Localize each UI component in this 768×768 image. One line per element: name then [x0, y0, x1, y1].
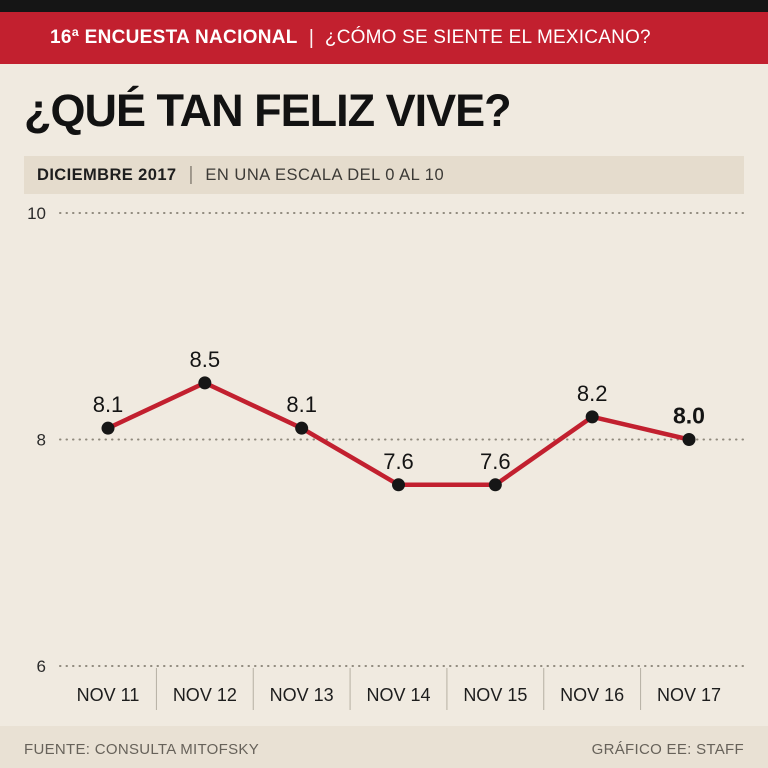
x-axis-label: NOV 11 [77, 685, 140, 705]
data-value-label: 8.1 [286, 392, 317, 417]
x-axis-label: NOV 15 [463, 685, 527, 705]
x-axis-label: NOV 14 [366, 685, 430, 705]
subtitle-bar: DICIEMBRE 2017 | EN UNA ESCALA DEL 0 AL … [24, 156, 744, 195]
footer: FUENTE: CONSULTA MITOFSKY GRÁFICO EE: ST… [0, 726, 768, 768]
data-point [682, 433, 696, 447]
header-bar: 16ª ENCUESTA NACIONAL | ¿CÓMO SE SIENTE … [0, 12, 768, 64]
page-title: ¿QUÉ TAN FELIZ VIVE? [24, 85, 512, 136]
chart-canvas: 6 8 10 8.1 8.5 8.1 7.6 7.6 8.2 8.0 NOV 11 NOV 12 NOV… [27, 204, 746, 711]
survey-question: ¿CÓMO SE SIENTE EL MEXICANO? [324, 27, 651, 48]
data-value-label: 7.6 [383, 449, 414, 474]
x-axis-label: NOV 12 [173, 685, 237, 705]
x-axis-label: NOV 17 [657, 685, 721, 705]
line-chart: 6 8 10 8.1 8.5 8.1 7.6 7.6 8.2 8.0 NOV 11 NOV 12 NOV… [0, 194, 768, 726]
data-point [488, 478, 502, 492]
data-point [392, 478, 405, 492]
y-axis-tick-label: 8 [37, 431, 46, 450]
top-black-strip [0, 0, 768, 12]
data-point [198, 376, 212, 390]
y-axis-tick-label: 10 [27, 204, 46, 223]
data-point [295, 421, 309, 435]
header-separator: | [308, 26, 314, 49]
source-credit: FUENTE: CONSULTA MITOFSKY [24, 740, 260, 758]
data-value-label: 7.6 [480, 449, 511, 474]
graphic-credit: GRÁFICO EE: STAFF [591, 740, 744, 758]
data-value-label: 8.1 [93, 392, 124, 417]
data-value-label: 8.5 [190, 347, 221, 372]
data-point [585, 410, 599, 424]
subtitle-scale-note: EN UNA ESCALA DEL 0 AL 10 [205, 165, 445, 184]
survey-edition-label: 16ª ENCUESTA NACIONAL [50, 27, 298, 48]
data-point [101, 421, 115, 435]
x-axis-label: NOV 16 [560, 685, 624, 705]
y-axis-tick-label: 6 [37, 657, 46, 676]
data-value-label: 8.2 [577, 381, 608, 406]
subtitle-date: DICIEMBRE 2017 [37, 165, 177, 184]
x-axis-label: NOV 13 [270, 685, 334, 705]
subtitle-separator: | [188, 164, 194, 186]
data-value-label: 8.0 [673, 403, 705, 429]
